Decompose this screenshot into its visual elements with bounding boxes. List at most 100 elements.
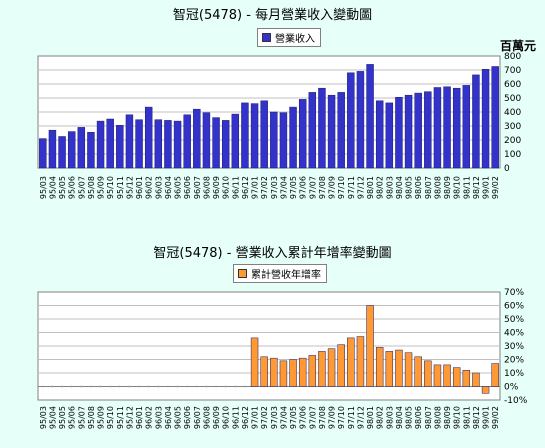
- chart1-bar: [212, 117, 220, 169]
- chart1-bar: [202, 112, 211, 169]
- chart1-legend: 營業收入: [257, 28, 321, 47]
- chart2-x-tick-label: 98/06: [414, 406, 423, 429]
- chart2-bar: [260, 356, 268, 387]
- chart1-bar: [87, 132, 95, 169]
- chart2-x-tick-label: 97/11: [347, 406, 356, 429]
- chart1-x-tick-label: 95/10: [106, 176, 115, 199]
- chart1-x-tick-label: 99/01: [482, 176, 491, 199]
- chart1-x-tick-label: 97/01: [251, 176, 260, 199]
- chart1-x-tick-label: 97/09: [328, 176, 337, 199]
- chart1-y-tick-label: 200: [504, 136, 521, 146]
- chart2-x-tick-label: 98/07: [424, 406, 433, 429]
- chart2-x-tick-label: 96/03: [154, 406, 163, 429]
- chart1-bar: [48, 129, 57, 169]
- chart2-x-tick-label: 99/02: [491, 406, 500, 429]
- chart1-x-tick-label: 95/07: [77, 176, 86, 199]
- chart1-bar: [452, 87, 461, 169]
- chart2-y-tick-label: -10%: [504, 396, 528, 406]
- chart2-bar: [424, 360, 432, 387]
- chart1-bar: [318, 87, 326, 169]
- chart2-x-tick-label: 96/04: [164, 406, 173, 429]
- chart1-bar: [270, 111, 278, 169]
- chart2-x-tick-label: 96/10: [222, 406, 231, 429]
- chart2-bar: [375, 347, 384, 387]
- chart1-x-tick-label: 97/07: [308, 176, 317, 199]
- chart1-bar: [260, 100, 268, 169]
- chart2-x-tick-label: 96/11: [231, 406, 240, 429]
- chart2-bar: [404, 352, 413, 387]
- chart1-x-tick-label: 97/05: [289, 176, 298, 199]
- chart1-x-tick-label: 98/10: [453, 176, 462, 199]
- chart1-x-tick-label: 98/05: [405, 176, 414, 199]
- chart1-x-tick-label: 95/03: [39, 176, 48, 199]
- chart2-bar: [366, 305, 374, 387]
- chart1-x-tick-label: 98/11: [462, 176, 471, 199]
- chart1-x-tick-label: 95/04: [48, 176, 57, 199]
- chart1-bar: [414, 92, 422, 169]
- chart1-x-tick-label: 96/02: [145, 176, 154, 199]
- chart1-bar: [356, 71, 365, 169]
- chart2-y-tick-label: 70%: [504, 288, 524, 298]
- chart1-bar: [289, 106, 297, 169]
- chart2-x-tick-label: 95/04: [48, 406, 57, 429]
- chart1-bar: [106, 118, 114, 169]
- chart1-y-tick-label: 0: [504, 164, 510, 174]
- chart1-bar: [144, 106, 153, 169]
- chart1-bar: [173, 120, 182, 169]
- chart1-bar: [193, 108, 201, 169]
- chart1-x-tick-label: 96/03: [154, 176, 163, 199]
- chart2-x-tick-label: 98/08: [433, 406, 442, 429]
- chart1-bar: [366, 64, 374, 169]
- chart2-x-tick-label: 96/01: [135, 406, 144, 429]
- chart2-bar: [452, 367, 461, 387]
- chart2-x-tick-label: 98/11: [462, 406, 471, 429]
- chart1-y-tick-label: 100: [504, 150, 521, 160]
- chart2-x-tick-label: 95/03: [39, 406, 48, 429]
- chart2-bar: [433, 364, 442, 387]
- chart1-x-tick-label: 96/05: [174, 176, 183, 199]
- chart2-legend-swatch: [238, 269, 247, 278]
- chart2-x-tick-label: 95/08: [87, 406, 96, 429]
- chart1-bar: [67, 131, 76, 169]
- chart1-x-tick-label: 98/08: [433, 176, 442, 199]
- chart1-bar: [96, 120, 105, 169]
- chart2-x-tick-label: 95/06: [68, 406, 77, 429]
- chart2-x-tick-label: 98/01: [366, 406, 375, 429]
- chart2-x-tick-label: 97/02: [260, 406, 269, 429]
- chart1-y-tick-label: 500: [504, 94, 521, 104]
- chart1-x-tick-label: 96/04: [164, 176, 173, 199]
- chart2-bar: [327, 348, 336, 387]
- chart1-bar: [472, 74, 480, 169]
- chart1-bar: [154, 119, 163, 169]
- chart1-bar: [308, 92, 317, 169]
- chart2-bar: [472, 372, 480, 387]
- chart2-bar: [481, 386, 490, 394]
- chart2-x-tick-label: 97/04: [279, 406, 288, 429]
- chart2-y-tick-label: 10%: [504, 369, 524, 379]
- chart2-x-tick-label: 96/12: [241, 406, 250, 429]
- chart2-x-tick-label: 98/10: [453, 406, 462, 429]
- chart2-x-tick-label: 98/12: [472, 406, 481, 429]
- chart1-bar: [462, 85, 471, 169]
- chart2-bar: [270, 357, 278, 387]
- chart2-x-tick-label: 96/08: [202, 406, 211, 429]
- chart2-bar: [308, 355, 317, 387]
- chart2-x-tick-label: 98/02: [376, 406, 385, 429]
- chart1-x-tick-label: 97/10: [337, 176, 346, 199]
- chart1-bar: [58, 136, 66, 169]
- chart1-x-tick-label: 98/06: [414, 176, 423, 199]
- chart2-x-tick-label: 96/02: [145, 406, 154, 429]
- chart2-bar: [337, 344, 345, 387]
- chart2-x-tick-label: 97/03: [270, 406, 279, 429]
- chart2-y-tick-label: 0%: [504, 383, 519, 393]
- chart1-bar: [125, 114, 134, 169]
- chart2-y-tick-label: 30%: [504, 342, 524, 352]
- chart2-x-tick-label: 98/05: [405, 406, 414, 429]
- chart2-bar: [385, 351, 394, 387]
- chart2-x-tick-label: 99/01: [482, 406, 491, 429]
- chart2-x-tick-label: 97/06: [299, 406, 308, 429]
- chart1-x-tick-label: 98/12: [472, 176, 481, 199]
- chart2-bar: [279, 360, 288, 387]
- chart1-bar: [39, 138, 47, 169]
- chart2-x-tick-label: 95/10: [106, 406, 115, 429]
